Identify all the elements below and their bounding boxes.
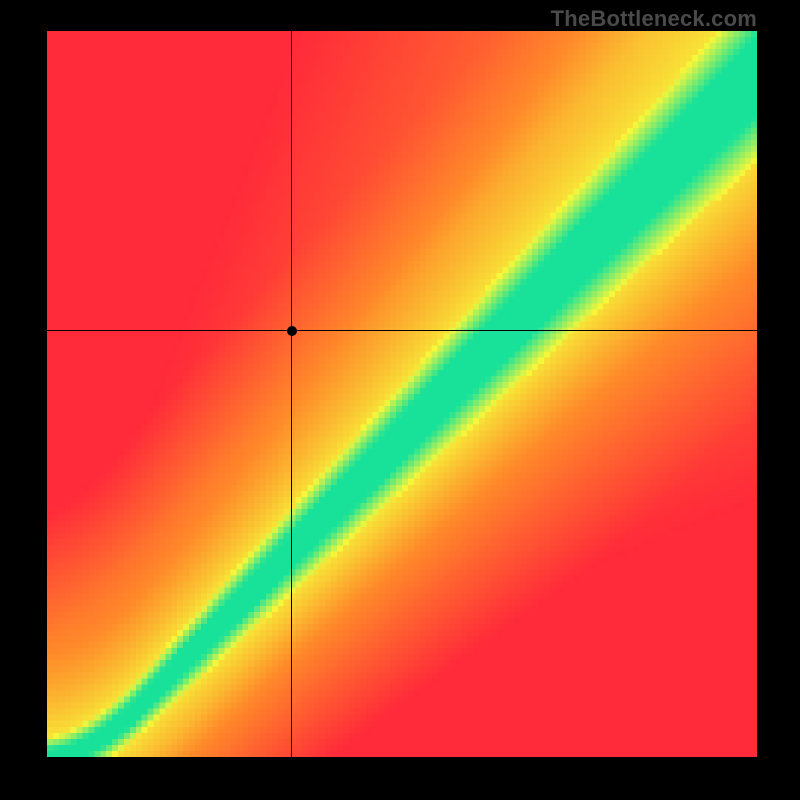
crosshair-dot (287, 326, 297, 336)
crosshair-vertical (291, 31, 292, 757)
crosshair-horizontal (47, 330, 757, 331)
heatmap-canvas (47, 31, 757, 757)
watermark-text: TheBottleneck.com (551, 6, 757, 32)
heatmap-plot (47, 31, 757, 757)
